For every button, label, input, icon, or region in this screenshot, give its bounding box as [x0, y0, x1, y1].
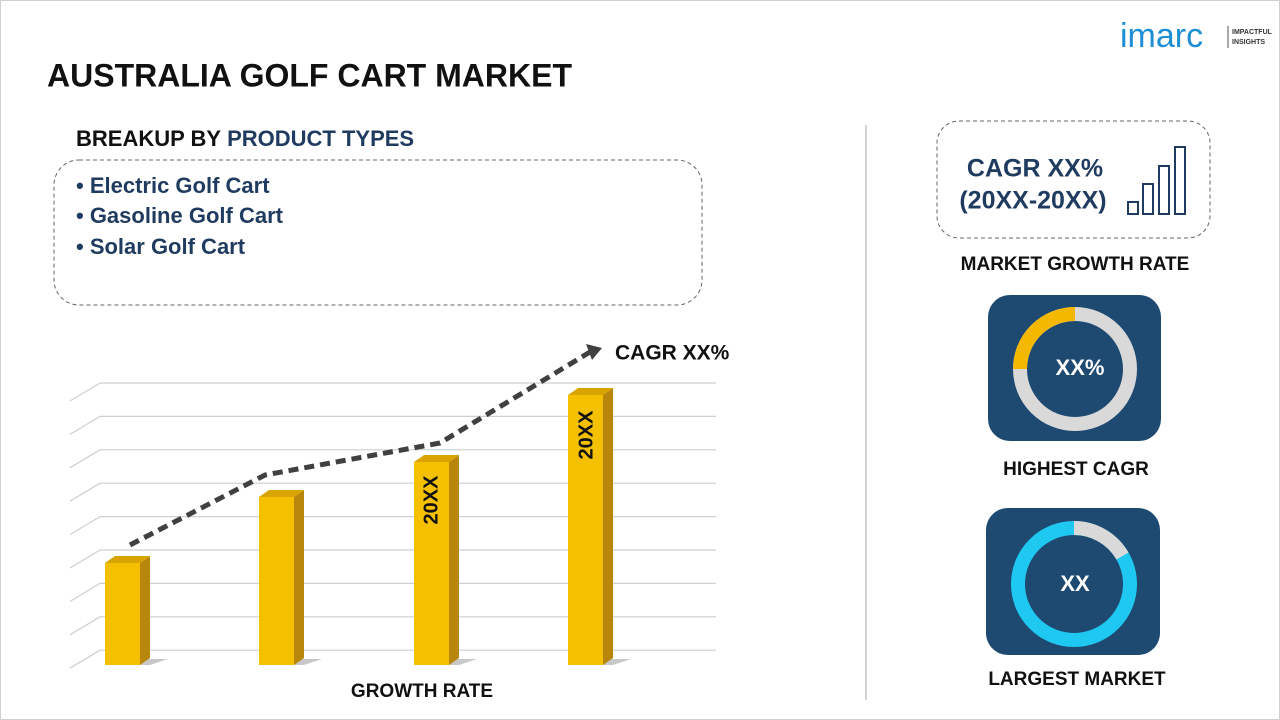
grid-edge — [69, 382, 101, 402]
caption: LARGEST MARKET — [988, 669, 1166, 690]
list-item: • Electric Golf Cart — [76, 173, 270, 198]
axis-label: GROWTH RATE — [351, 681, 493, 702]
bar-front — [259, 497, 294, 665]
grid-edge — [69, 616, 101, 636]
caption: MARKET GROWTH RATE — [961, 254, 1190, 275]
heading-highlight: PRODUCT TYPES — [227, 126, 414, 151]
list-item: • Solar Golf Cart — [76, 234, 246, 259]
grid-edge — [69, 649, 101, 669]
bar-front — [568, 395, 603, 665]
bar-top — [259, 490, 304, 497]
donut-arc — [1013, 307, 1076, 370]
list-item: • Gasoline Golf Cart — [76, 203, 284, 228]
heading-label: BREAKUP BY — [76, 126, 221, 151]
logo-tagline: IMPACTFUL — [1232, 29, 1273, 36]
bar-top — [414, 455, 459, 462]
tile-value: XX% — [1056, 355, 1105, 380]
decor-bars — [105, 388, 631, 665]
grid-edge — [69, 582, 101, 602]
tile-value: XX — [1060, 571, 1090, 596]
bar-top — [568, 388, 613, 395]
trend-arrow — [128, 349, 592, 548]
growth-box — [936, 120, 1211, 239]
grid-edge — [69, 549, 101, 569]
bar-top — [105, 556, 150, 563]
growth-text: CAGR XX% — [967, 155, 1103, 183]
decor-grid — [69, 382, 716, 669]
bar-side — [449, 455, 459, 665]
logo-tagline: INSIGHTS — [1232, 39, 1265, 46]
bar-side — [294, 490, 304, 665]
grid-edge — [69, 449, 101, 469]
page-title: AUSTRALIA GOLF CART MARKET — [47, 57, 572, 93]
grid-edge — [69, 516, 101, 536]
arrow-head — [586, 344, 602, 360]
section-heading: BREAKUP BY PRODUCT TYPES — [76, 126, 414, 151]
bar-side — [603, 388, 613, 665]
grid-edge — [69, 482, 101, 502]
grid-edge — [69, 415, 101, 435]
cagr-label: CAGR XX% — [615, 342, 730, 365]
bar-front — [105, 563, 140, 665]
bars-icon — [1127, 146, 1186, 215]
growth-text: (20XX-20XX) — [959, 187, 1106, 215]
bar-front — [414, 462, 449, 665]
bar-side — [140, 556, 150, 665]
bar-label: 20XX — [575, 410, 597, 460]
bar-label: 20XX — [420, 475, 442, 525]
logo-name: imarc — [1120, 17, 1203, 55]
caption: HIGHEST CAGR — [1003, 459, 1149, 480]
donut-arc — [1073, 521, 1129, 560]
